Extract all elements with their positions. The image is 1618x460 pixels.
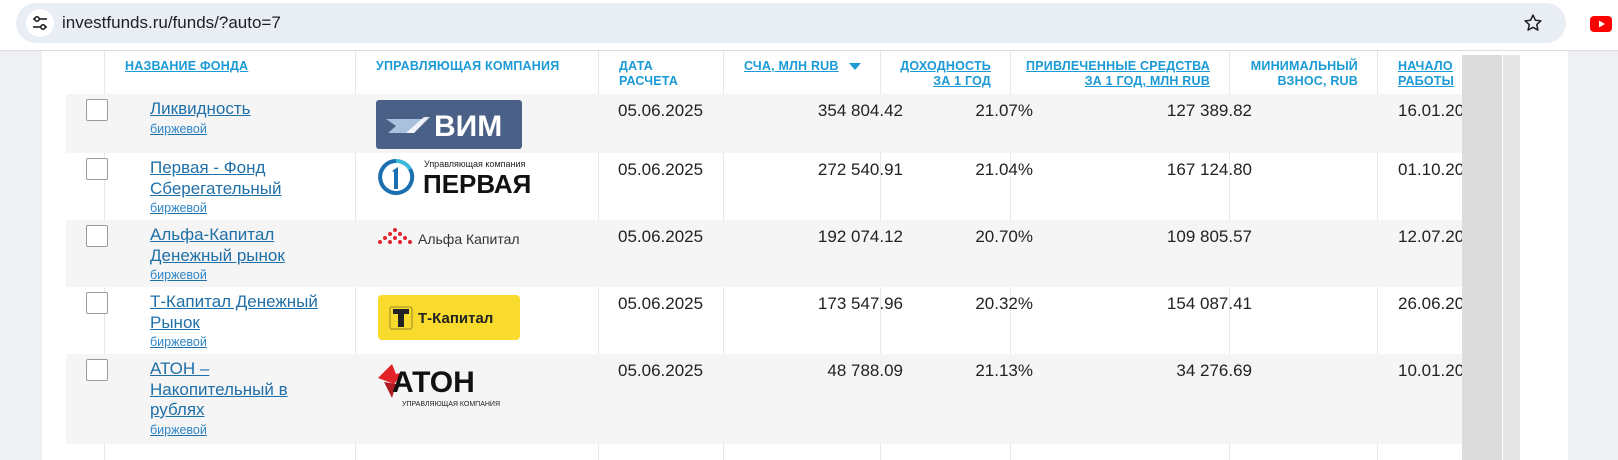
row-checkbox[interactable] xyxy=(86,225,108,247)
start-date: 10.01.2024 xyxy=(1398,361,1484,380)
fund-type: биржевой xyxy=(150,268,207,282)
fund-name-line[interactable]: рублях xyxy=(150,400,205,419)
header-date-line2: РАСЧЕТА xyxy=(619,74,679,88)
row-checkbox[interactable] xyxy=(86,99,108,121)
start-date: 12.07.2022 xyxy=(1398,227,1484,246)
header-nav[interactable]: СЧА, МЛН RUB xyxy=(744,59,861,74)
nav-value: 192 074.12 xyxy=(817,227,903,246)
fund-name-line[interactable]: Первая - Фонд xyxy=(150,158,266,177)
logo-text: Альфа Капитал xyxy=(418,231,520,247)
sort-down-icon[interactable] xyxy=(848,63,861,71)
tune-icon[interactable] xyxy=(26,9,54,37)
header-start-line2[interactable]: РАБОТЫ xyxy=(1398,74,1455,88)
logo-caption: Управляющая компания xyxy=(424,159,526,169)
yield-value: 21.07% xyxy=(975,101,1033,120)
inflow-value: 109 805.57 xyxy=(1166,227,1252,246)
inflow-value: 154 087.41 xyxy=(1166,294,1252,313)
logo-text: Т-Капитал xyxy=(418,310,493,327)
company-logo-pervaya[interactable]: Управляющая компания ПЕРВАЯ xyxy=(376,157,536,202)
header-min-line1: МИНИМАЛЬНЫЙ xyxy=(1250,59,1358,73)
horizontal-scroll-shade xyxy=(1462,55,1502,460)
logo-caption: УПРАВЛЯЮЩАЯ КОМПАНИЯ xyxy=(402,401,500,408)
fund-name-link[interactable]: Альфа-Капитал Денежный рынок биржевой xyxy=(150,225,285,284)
logo-text: ПЕРВАЯ xyxy=(423,169,531,197)
fund-name-link[interactable]: Первая - Фонд Сберегательный биржевой xyxy=(150,158,281,217)
yield-value: 20.32% xyxy=(975,294,1033,313)
company-logo-alfa[interactable]: Альфа Капитал xyxy=(376,226,536,255)
header-date-line1: ДАТА xyxy=(619,59,653,73)
fund-type: биржевой xyxy=(150,201,207,215)
table-row: Альфа-Капитал Денежный рынок биржевой Ал… xyxy=(66,220,1502,287)
logo-text: ВИМ xyxy=(434,110,502,143)
scrollbar-track[interactable] xyxy=(1503,55,1520,460)
browser-toolbar: investfunds.ru/funds/?auto=7 xyxy=(0,0,1618,51)
funds-table-container: НАЗВАНИЕ ФОНДА УПРАВЛЯЮЩАЯ КОМПАНИЯ ДАТА… xyxy=(42,51,1568,460)
company-logo-vim[interactable]: ВИМ xyxy=(376,100,522,154)
yield-value: 20.70% xyxy=(975,227,1033,246)
nav-value: 272 540.91 xyxy=(817,160,903,179)
header-nav-label[interactable]: СЧА, МЛН RUB xyxy=(744,59,839,73)
nav-value: 354 804.42 xyxy=(817,101,903,120)
star-icon[interactable] xyxy=(1520,10,1546,36)
inflow-value: 167 124.80 xyxy=(1166,160,1252,179)
header-inflow-line2[interactable]: ЗА 1 ГОД, МЛН RUB xyxy=(1084,74,1210,88)
header-yield-line2[interactable]: ЗА 1 ГОД xyxy=(933,74,991,88)
nav-value: 48 788.09 xyxy=(827,361,903,380)
calc-date: 05.06.2025 xyxy=(618,227,704,246)
header-yield-line1[interactable]: ДОХОДНОСТЬ xyxy=(900,59,991,73)
header-inflow-line1[interactable]: ПРИВЛЕЧЕННЫЕ СРЕДСТВА xyxy=(1026,59,1210,73)
fund-type: биржевой xyxy=(150,121,207,136)
table-header: НАЗВАНИЕ ФОНДА УПРАВЛЯЮЩАЯ КОМПАНИЯ ДАТА… xyxy=(42,51,1568,95)
start-date: 01.10.2021 xyxy=(1398,160,1484,179)
fund-name-link[interactable]: АТОН – Накопительный в рублях биржевой xyxy=(150,359,288,439)
header-inflow[interactable]: ПРИВЛЕЧЕННЫЕ СРЕДСТВА ЗА 1 ГОД, МЛН RUB xyxy=(1026,59,1210,89)
header-start-line1[interactable]: НАЧАЛО xyxy=(1398,59,1453,73)
start-date: 16.01.2020 xyxy=(1398,101,1484,120)
fund-name-line[interactable]: Альфа-Капитал xyxy=(150,225,275,244)
header-fund-name[interactable]: НАЗВАНИЕ ФОНДА xyxy=(125,59,249,73)
company-logo-aton[interactable]: АТОН УПРАВЛЯЮЩАЯ КОМПАНИЯ xyxy=(376,358,506,415)
inflow-value: 127 389.82 xyxy=(1166,101,1252,120)
fund-name-line[interactable]: Т-Капитал Денежный xyxy=(150,292,318,311)
yield-value: 21.13% xyxy=(975,361,1033,380)
table-row: Т-Капитал Денежный Рынок биржевой Т-Капи… xyxy=(66,287,1502,354)
table-row: АТОН – Накопительный в рублях биржевой А… xyxy=(66,354,1502,444)
row-checkbox[interactable] xyxy=(86,292,108,314)
youtube-icon[interactable] xyxy=(1590,13,1612,35)
header-company: УПРАВЛЯЮЩАЯ КОМПАНИЯ xyxy=(376,59,560,73)
fund-name-link[interactable]: Ликвидность биржевой xyxy=(150,99,251,138)
fund-name-line[interactable]: Накопительный в xyxy=(150,379,288,399)
fund-name-link[interactable]: Т-Капитал Денежный Рынок биржевой xyxy=(150,292,318,351)
header-yield[interactable]: ДОХОДНОСТЬ ЗА 1 ГОД xyxy=(900,59,991,89)
header-start-date[interactable]: НАЧАЛО РАБОТЫ xyxy=(1398,59,1454,89)
fund-name-line[interactable]: Денежный рынок xyxy=(150,245,285,265)
fund-name-line[interactable]: Ликвидность xyxy=(150,99,251,118)
header-date: ДАТА РАСЧЕТА xyxy=(619,59,678,89)
fund-name-line[interactable]: Рынок xyxy=(150,312,200,332)
header-min-line2: ВЗНОС, RUB xyxy=(1277,74,1358,88)
inflow-value: 34 276.69 xyxy=(1176,361,1252,380)
nav-value: 173 547.96 xyxy=(817,294,903,313)
start-date: 26.06.2023 xyxy=(1398,294,1484,313)
fund-name-line[interactable]: АТОН – xyxy=(150,359,210,378)
fund-type: биржевой xyxy=(150,335,207,349)
calc-date: 05.06.2025 xyxy=(618,160,704,179)
row-checkbox[interactable] xyxy=(86,158,108,180)
address-bar[interactable]: investfunds.ru/funds/?auto=7 xyxy=(16,3,1566,43)
company-logo-tkapital[interactable]: Т-Капитал xyxy=(378,295,520,345)
header-min-payment: МИНИМАЛЬНЫЙ ВЗНОС, RUB xyxy=(1251,59,1358,89)
url-text[interactable]: investfunds.ru/funds/?auto=7 xyxy=(62,13,281,32)
calc-date: 05.06.2025 xyxy=(618,101,704,120)
fund-type: биржевой xyxy=(150,422,207,437)
yield-value: 21.04% xyxy=(975,160,1033,179)
logo-text: АТОН xyxy=(392,366,475,399)
row-checkbox[interactable] xyxy=(86,359,108,381)
table-row: Ликвидность биржевой ВИМ 05.06.2025 354 … xyxy=(66,94,1502,153)
fund-name-line[interactable]: Сберегательный xyxy=(150,178,282,198)
calc-date: 05.06.2025 xyxy=(618,294,704,313)
calc-date: 05.06.2025 xyxy=(618,361,704,380)
table-row: Первая - Фонд Сберегательный биржевой Уп… xyxy=(66,153,1502,220)
